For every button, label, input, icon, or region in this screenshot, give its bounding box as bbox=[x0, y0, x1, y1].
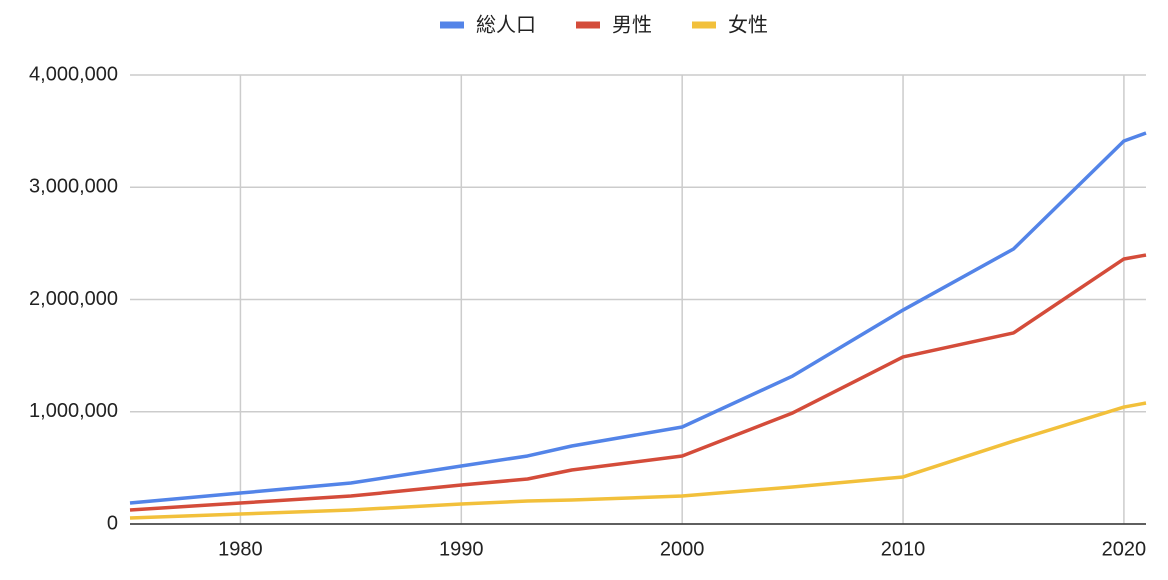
legend-label: 男性 bbox=[612, 13, 652, 36]
y-tick-label: 1,000,000 bbox=[29, 400, 118, 422]
series-line bbox=[129, 253, 1147, 512]
y-tick-label: 4,000,000 bbox=[29, 63, 118, 85]
y-tick-label: 3,000,000 bbox=[29, 176, 118, 198]
x-tick-label: 1980 bbox=[218, 538, 263, 560]
legend-label: 女性 bbox=[728, 13, 768, 36]
legend: 総人口 男性 女性 bbox=[440, 13, 768, 36]
series-line bbox=[129, 401, 1147, 520]
series-line bbox=[129, 131, 1147, 505]
x-tick-label: 1990 bbox=[439, 538, 484, 560]
x-tick-label: 2010 bbox=[881, 538, 926, 560]
x-tick-label: 2000 bbox=[660, 538, 705, 560]
legend-label: 総人口 bbox=[476, 13, 536, 36]
y-tick-label: 2,000,000 bbox=[29, 288, 118, 310]
y-tick-label: 0 bbox=[107, 512, 118, 534]
x-tick-label: 2020 bbox=[1102, 538, 1147, 560]
